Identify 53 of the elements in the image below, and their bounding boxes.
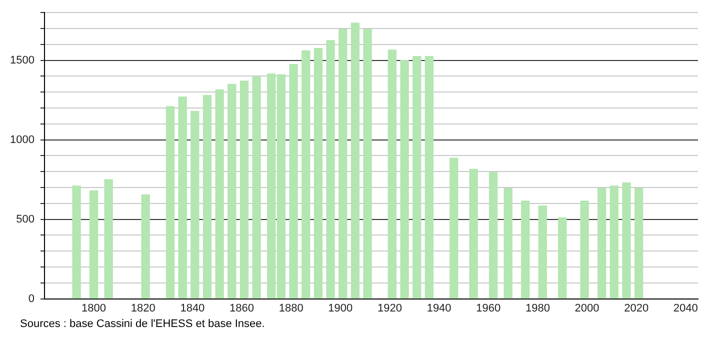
bar [141, 194, 150, 299]
bar [412, 56, 422, 299]
x-tick-label: 1800 [82, 302, 106, 314]
bar [424, 56, 434, 299]
bar [521, 200, 530, 299]
bar [634, 188, 644, 299]
y-tick-label: 500 [16, 213, 34, 226]
bar [178, 96, 187, 299]
bar [228, 84, 236, 299]
bar [289, 64, 298, 299]
bar [72, 186, 81, 299]
x-tick-label: 2020 [624, 302, 649, 314]
bar [302, 50, 310, 299]
bar [166, 106, 175, 299]
bar [202, 94, 212, 299]
bar [622, 182, 631, 299]
x-tick-label: 1960 [476, 302, 501, 314]
bar [314, 48, 323, 299]
bar [388, 50, 397, 299]
bar [538, 205, 547, 299]
bar [252, 76, 261, 299]
x-tick-label: 2000 [574, 302, 600, 314]
source-note: Sources : base Cassini de l'EHESS et base Insee. [19, 318, 266, 330]
x-tick-label: 1820 [130, 302, 156, 314]
bar [450, 158, 458, 299]
x-tick-label: 2040 [673, 302, 698, 314]
bar [215, 89, 224, 299]
x-tick-label: 1980 [525, 302, 550, 314]
x-tick-label: 1940 [426, 302, 452, 314]
bar [597, 188, 606, 299]
bar [558, 217, 567, 299]
bar [504, 188, 512, 299]
bar [338, 28, 348, 299]
x-tick-label: 1920 [377, 302, 402, 314]
bar [580, 200, 589, 299]
bar [350, 22, 360, 299]
x-tick-label: 1840 [180, 302, 205, 314]
bar [89, 190, 98, 299]
y-tick-label: 1000 [10, 134, 34, 146]
bar [363, 28, 372, 299]
x-tick-label: 1880 [278, 302, 304, 314]
bar [190, 110, 200, 299]
bar [240, 80, 249, 299]
x-tick-label: 1860 [230, 302, 254, 314]
y-tick-label: 0 [28, 292, 34, 305]
bar [469, 168, 478, 299]
x-tick-label: 1900 [328, 302, 353, 314]
bar [400, 60, 409, 299]
bar [104, 179, 113, 299]
y-tick-label: 1500 [10, 54, 34, 66]
bar [488, 172, 498, 299]
bar [326, 40, 335, 299]
bar [610, 186, 618, 299]
